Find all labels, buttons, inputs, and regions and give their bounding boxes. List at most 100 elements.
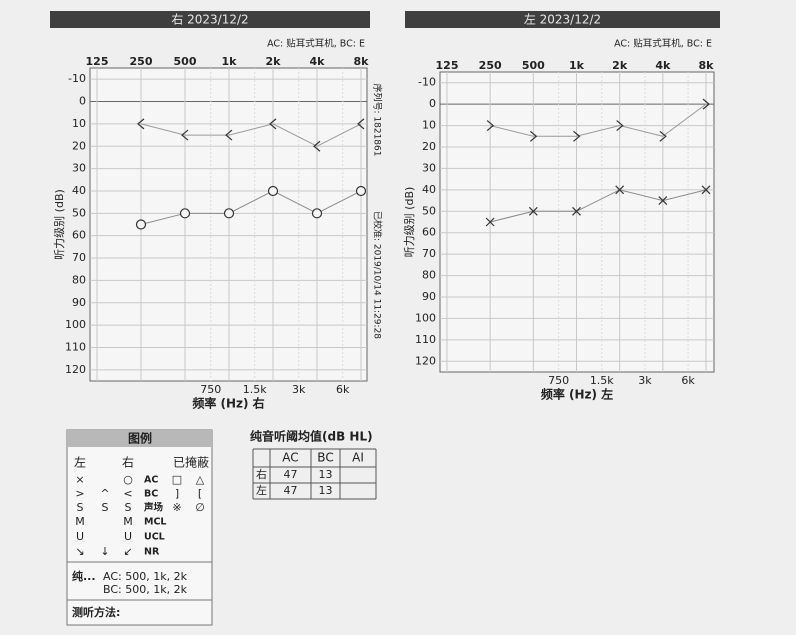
x-tick-label: 8k [699,59,715,72]
x-tick-label: 2k [612,59,628,72]
legend-box [66,429,213,626]
y-tick-label: -10 [418,76,436,89]
x-tick-label: 4k [310,55,326,68]
x-tick-label: 1k [569,59,585,72]
legend-symbol: ※ [172,501,181,514]
legend-symbol: ↙ [123,545,132,558]
ac-marker [135,219,147,230]
legend-footer: 纯... [72,569,96,583]
y-tick-label: 40 [422,183,436,196]
x-tick-label: 250 [130,55,153,68]
pta-value: 13 [319,468,333,481]
x-tick-label: 8k [354,55,370,68]
pta-header: BC [317,451,333,465]
series-line [140,123,362,147]
x-tick-label: 6k [336,383,350,396]
legend-symbol: S [77,501,84,514]
x-tick-label: 3k [638,374,652,387]
legend-header: 左 [74,455,86,470]
ac-marker [223,208,235,219]
series-line [490,103,707,137]
legend-symbol: U [124,530,132,543]
y-tick-label: 20 [422,140,436,153]
x-tick-label: 2k [266,55,282,68]
ac-marker [355,185,367,197]
x-tick-label: 125 [86,55,109,68]
x-tick-label: 500 [174,55,197,68]
ac-marker [267,185,279,197]
pta-value: 13 [319,484,333,497]
pta-header: AC [282,451,298,465]
chart-title: 左 2023/12/2 [524,12,601,27]
y-tick-label: 80 [72,273,86,286]
legend-symbol: ∅ [195,501,205,514]
x-tick-label: 125 [436,59,459,72]
calibration-date: 已校准: 2019/10/14 11:29:28 [372,211,384,339]
serial-number: 序列号: 1821861 [372,84,384,157]
x-tick-label: 1.5k [243,383,267,396]
pta-ear: 右 [256,467,267,481]
pta-title: 纯音听阈均值(dB HL) [250,429,373,444]
bc-marker [659,130,667,142]
y-tick-label: 40 [72,184,86,197]
legend-symbol: ] [175,487,179,500]
legend-footer: BC: 500, 1k, 2k [103,583,188,596]
x-axis-label: 频率 (Hz) 左 [541,387,613,402]
y-tick-label: 10 [72,117,86,130]
legend-symbol: M [123,515,133,528]
bc-marker [181,129,189,141]
bc-marker [269,118,277,130]
x-axis-label: 频率 (Hz) 右 [192,396,264,411]
pta-header: AI [352,451,364,465]
legend-label: BC [144,489,158,500]
x-tick-label: 6k [681,374,695,387]
legend-label: AC [144,475,158,486]
legend-footer: 测听方法: [72,605,120,619]
x-tick-label: 500 [522,59,545,72]
y-tick-label: 30 [422,161,436,174]
legend-label: UCL [144,532,165,543]
y-axis-label: 听力级别 (dB) [403,187,416,258]
y-tick-label: 110 [65,340,86,353]
y-tick-label: 70 [422,247,436,260]
legend-symbol: × [75,473,84,486]
bc-marker [225,129,233,141]
y-tick-label: 50 [422,204,436,217]
legend-symbol: > [75,487,84,500]
legend-symbol: ○ [123,473,133,486]
y-tick-label: 80 [422,269,436,282]
transducer-note: AC: 贴耳式耳机, BC: E [614,38,712,50]
transducer-note: AC: 贴耳式耳机, BC: E [267,38,365,50]
y-axis-label: 听力级别 (dB) [53,189,66,260]
legend-footer: AC: 500, 1k, 2k [103,570,188,583]
x-tick-label: 4k [655,59,671,72]
ac-marker [658,196,668,205]
legend-label: NR [144,547,160,558]
y-tick-label: 60 [72,229,86,242]
y-tick-label: -10 [68,72,86,85]
legend-symbol: △ [196,473,205,486]
pta-value: 47 [284,484,298,497]
legend-label: 声场 [143,502,164,514]
title-bar [405,11,720,28]
legend-symbol: < [123,487,132,500]
legend-header: 右 [122,455,134,470]
ac-marker [179,208,191,219]
bc-marker [357,118,365,130]
y-tick-label: 10 [422,119,436,132]
x-tick-label: 750 [548,374,569,387]
y-tick-label: 90 [422,290,436,303]
bc-marker [529,130,538,142]
y-tick-label: 60 [422,226,436,239]
title-bar [50,11,370,28]
legend-symbol: ↘ [75,545,84,558]
series-line [490,189,707,223]
pta-value: 47 [284,468,298,481]
x-tick-label: 750 [200,383,221,396]
legend-symbol: ^ [100,487,109,500]
x-tick-label: 250 [479,59,502,72]
ac-marker [615,185,625,195]
y-tick-label: 0 [429,97,436,110]
legend-label: MCL [144,517,166,528]
